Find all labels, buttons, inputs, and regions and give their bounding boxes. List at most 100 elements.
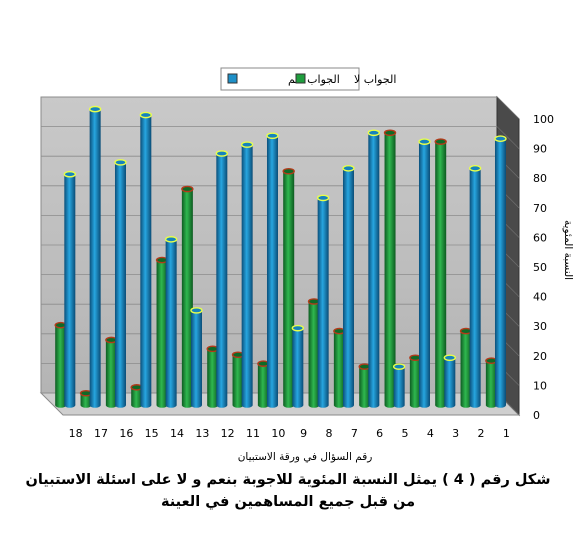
bar-no-3-base: [435, 402, 447, 408]
bar-no-13: [181, 185, 194, 408]
y-tick-label: 50: [533, 261, 547, 274]
bar-no-4-body: [409, 357, 421, 406]
bar-no-1-base: [485, 402, 497, 408]
bar-yes-9: [291, 324, 305, 408]
bar-yes-4-top: [418, 138, 431, 145]
bar-yes-6-top: [367, 129, 381, 137]
bar-yes-1: [494, 135, 507, 408]
bar-no-9: [282, 167, 295, 408]
bar-no-1: [485, 357, 498, 408]
bar-yes-4: [418, 138, 431, 408]
bar-yes-12-body: [216, 153, 228, 406]
bar-no-11-body: [232, 354, 244, 406]
bar-yes-5-top: [392, 363, 406, 370]
bar-yes-17-base: [89, 402, 101, 408]
bar-no-6-body: [359, 366, 371, 406]
bar-no-6: [358, 363, 371, 408]
bar-no-17-base: [80, 402, 92, 408]
bar-no-15-body: [131, 387, 143, 406]
y-tick-label: 90: [533, 143, 547, 156]
bar-yes-3: [443, 354, 457, 408]
x-tick-label: 12: [221, 427, 235, 440]
bar-yes-4-base: [418, 402, 430, 408]
bar-no-7-body: [333, 331, 345, 406]
bar-yes-7: [342, 164, 355, 408]
bar-no-13-base: [181, 402, 193, 408]
bar-yes-2-base: [469, 402, 481, 408]
bar-yes-18-base: [64, 402, 76, 408]
bar-yes-14-top: [164, 236, 178, 243]
bar-yes-3-base: [444, 402, 456, 408]
bar-yes-18-body: [64, 174, 76, 406]
bar-yes-15-top: [139, 111, 153, 119]
bar-yes-3-body: [444, 357, 456, 406]
bar-no-16-base: [105, 402, 117, 408]
x-tick-label: 6: [376, 427, 383, 440]
y-tick-label: 20: [533, 350, 547, 363]
bar-no-8-base: [308, 402, 320, 408]
bar-no-3-top: [434, 138, 447, 145]
bar-yes-11: [240, 141, 254, 408]
x-tick-label: 14: [170, 427, 184, 440]
bar-yes-2-body: [469, 168, 481, 406]
bar-no-12: [206, 345, 219, 408]
bar-yes-16: [114, 159, 127, 408]
y-tick-label: 100: [533, 113, 554, 126]
bar-no-2-base: [460, 402, 472, 408]
bar-yes-13-body: [190, 310, 202, 406]
bar-no-17-body: [80, 393, 92, 406]
x-tick-label: 2: [478, 427, 485, 440]
bar-yes-11-top: [240, 141, 254, 148]
legend-swatch-yes: [227, 73, 238, 84]
x-tick-label: 9: [300, 427, 307, 440]
bar-yes-6: [367, 129, 381, 408]
bar-yes-4-body: [418, 141, 430, 406]
bar-yes-15: [139, 111, 153, 408]
bar-yes-7-base: [342, 402, 354, 408]
bar-yes-17: [88, 105, 102, 408]
bar-yes-9-base: [292, 402, 304, 408]
y-tick-label: 80: [533, 172, 547, 185]
bar-no-4-base: [409, 402, 421, 408]
legend-box: [220, 67, 360, 91]
bar-yes-1-base: [494, 402, 506, 408]
bar-yes-14-body: [165, 239, 177, 406]
bar-no-11: [231, 351, 245, 408]
bar-yes-5-base: [393, 402, 405, 408]
bar-yes-12-top: [215, 150, 229, 157]
bar-yes-6-base: [368, 402, 380, 408]
bar-yes-16-base: [114, 402, 126, 408]
x-tick-label: 11: [246, 427, 260, 440]
figure-caption-line-1: شكل رقم ( 4 ) يمثل النسبة المئوية للاجوب…: [25, 472, 551, 488]
bar-no-14-base: [156, 402, 168, 408]
bar-no-9-top: [282, 167, 295, 175]
bar-yes-9-top: [291, 324, 305, 332]
x-tick-label: 4: [427, 427, 434, 440]
bar-yes-2-top: [468, 164, 482, 172]
bar-yes-12-base: [216, 402, 228, 408]
bar-no-9-body: [283, 171, 295, 406]
y-tick-label: 70: [533, 202, 547, 215]
y-tick-label: 30: [533, 320, 547, 333]
bar-yes-7-body: [342, 168, 354, 406]
bar-no-18: [54, 321, 67, 408]
bar-no-11-base: [232, 402, 244, 408]
legend-label-no: الجواب لا: [354, 73, 396, 86]
y-axis-title: النسبة المئوية: [562, 220, 574, 280]
bar-yes-8-top: [316, 194, 330, 202]
bar-no-18-base: [55, 402, 67, 408]
bar-no-3-body: [435, 141, 447, 406]
bar-yes-3-top: [443, 354, 457, 362]
bar-no-8-body: [308, 301, 320, 406]
bar-no-3: [434, 138, 447, 408]
bar-yes-8-base: [317, 402, 329, 408]
x-tick-label: 18: [69, 427, 83, 440]
y-tick-label: 10: [533, 379, 547, 392]
bar-yes-13-top: [190, 307, 203, 314]
x-tick-label: 7: [351, 427, 358, 440]
bar-yes-10-body: [266, 135, 278, 406]
x-tick-label: 15: [145, 427, 159, 440]
bar-yes-13-base: [190, 402, 202, 408]
bar-no-16-body: [105, 339, 117, 406]
